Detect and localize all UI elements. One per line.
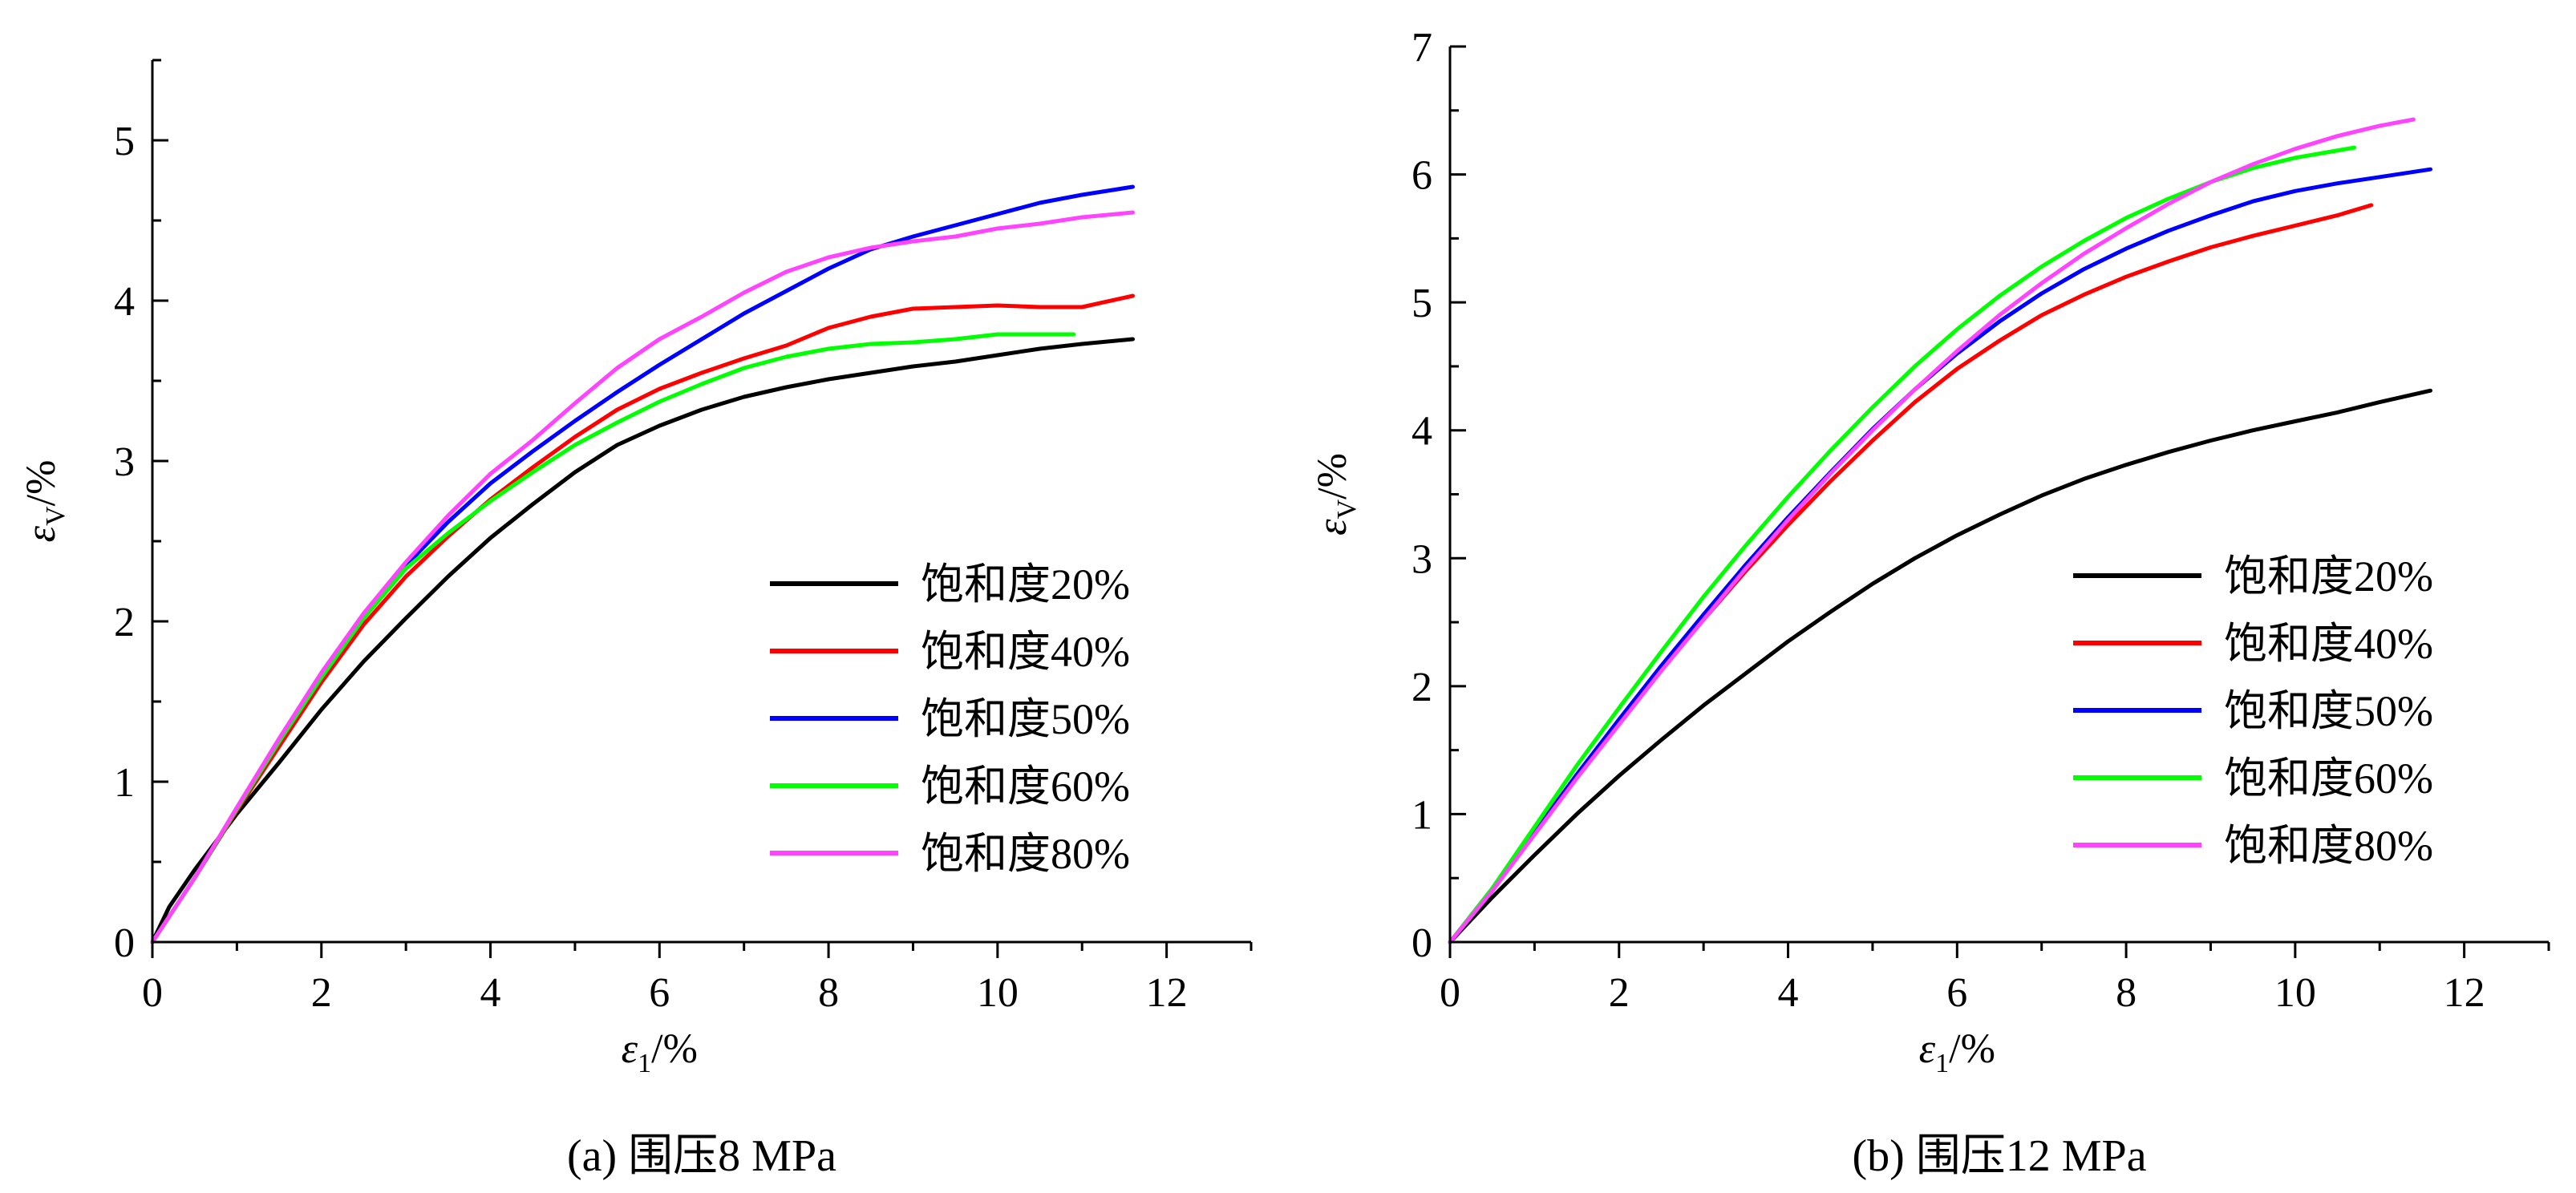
legend-label: 饱和度80% (921, 830, 1130, 878)
x-tick-label: 2 (1609, 970, 1630, 1016)
y-tick-label: 1 (114, 760, 135, 806)
legend-label: 饱和度60% (2224, 754, 2433, 803)
x-axis-subscript: 1 (638, 1049, 651, 1078)
legend-label: 饱和度50% (2224, 687, 2433, 735)
x-axis-unit: /% (1949, 1026, 1995, 1072)
x-tick-label: 8 (2116, 970, 2137, 1016)
y-tick-label: 2 (114, 600, 135, 645)
series-line-1 (1448, 388, 2432, 944)
y-axis-subscript: V (1332, 499, 1362, 519)
x-tick-label: 12 (2444, 970, 2485, 1016)
series-line-2 (150, 293, 1135, 944)
x-axis-symbol: ε (622, 1026, 638, 1072)
chart-caption: (b) 围压12 MPa (1852, 1131, 2146, 1181)
legend-label: 饱和度60% (921, 762, 1130, 811)
plot-area (1448, 117, 2432, 944)
y-tick-label: 2 (1412, 665, 1432, 710)
legend: 饱和度20% 饱和度40% 饱和度50% 饱和度60% 饱和度80% (2073, 552, 2433, 870)
y-axis-label: εV/% (18, 460, 71, 543)
x-tick-label: 2 (311, 970, 332, 1016)
y-axis-symbol: ε (18, 525, 64, 542)
legend-label: 饱和度20% (2224, 552, 2433, 601)
x-axis-symbol: ε (1919, 1026, 1936, 1072)
y-tick-label: 5 (1412, 281, 1432, 326)
series-line-1 (150, 337, 1135, 944)
x-tick-label: 10 (2274, 970, 2316, 1016)
x-tick-label: 12 (1146, 970, 1188, 1016)
y-tick-label: 3 (114, 439, 135, 485)
y-axis-unit: /% (18, 460, 64, 507)
legend-label: 饱和度50% (921, 695, 1130, 743)
x-axis-label: ε1/% (1919, 1026, 1995, 1078)
x-tick-label: 10 (977, 970, 1019, 1016)
x-tick-label: 0 (142, 970, 163, 1016)
y-axis-symbol: ε (1310, 519, 1355, 536)
legend-label: 饱和度80% (2224, 822, 2433, 870)
y-tick-label: 6 (1412, 153, 1432, 199)
x-tick-label: 4 (480, 970, 501, 1016)
plot-area (150, 184, 1135, 944)
chart-caption: (a) 围压8 MPa (567, 1131, 836, 1181)
y-tick-label: 4 (1412, 409, 1432, 455)
series-line-4 (1448, 145, 2357, 944)
x-tick-label: 8 (818, 970, 839, 1016)
x-axis-unit: /% (651, 1026, 698, 1072)
x-axis-subscript: 1 (1935, 1049, 1949, 1078)
legend: 饱和度20% 饱和度40% 饱和度50% 饱和度60% 饱和度80% (770, 560, 1130, 878)
legend-label: 饱和度40% (2224, 620, 2433, 668)
y-axis-subscript: V (41, 506, 71, 526)
legend-label: 饱和度20% (921, 560, 1130, 609)
series-line-5 (1448, 117, 2416, 944)
y-tick-label: 3 (1412, 536, 1432, 582)
y-axis-unit: /% (1310, 453, 1355, 499)
y-tick-label: 4 (114, 279, 135, 325)
x-tick-label: 6 (649, 970, 670, 1016)
y-tick-label: 0 (1412, 920, 1432, 966)
series-line-4 (150, 332, 1076, 944)
x-axis-label: ε1/% (622, 1026, 698, 1078)
y-tick-label: 5 (114, 119, 135, 164)
y-axis-label: εV/% (1310, 453, 1362, 536)
x-tick-label: 4 (1778, 970, 1799, 1016)
series-line-5 (150, 210, 1135, 944)
y-tick-label: 1 (1412, 792, 1432, 838)
y-tick-label: 7 (1412, 25, 1432, 71)
y-tick-label: 0 (114, 920, 135, 966)
legend-label: 饱和度40% (921, 628, 1130, 676)
x-tick-label: 0 (1440, 970, 1460, 1016)
x-tick-label: 6 (1946, 970, 1967, 1016)
